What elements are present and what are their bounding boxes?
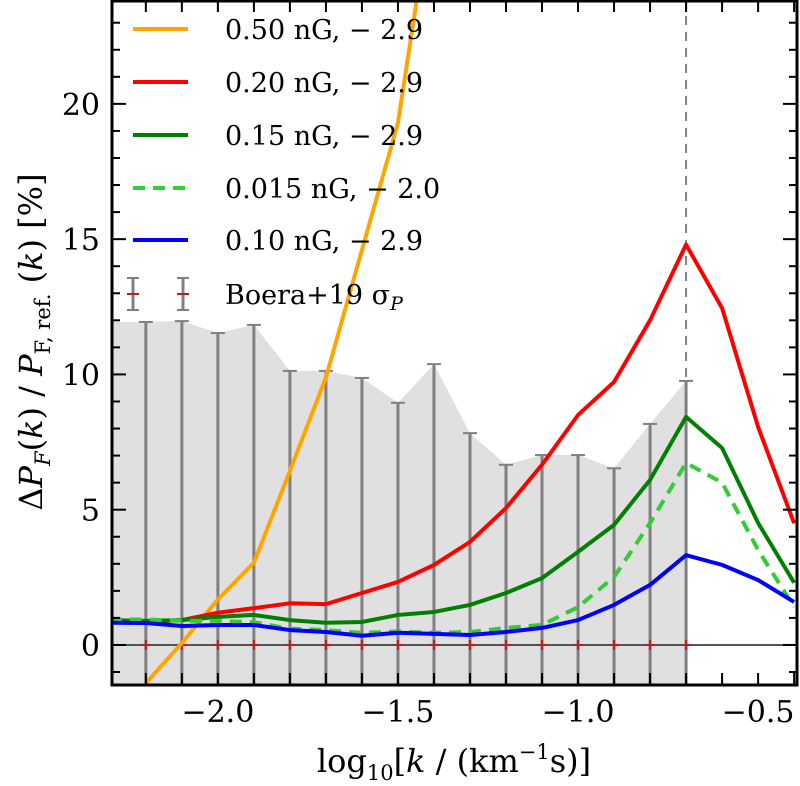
legend: 0.50 nG, − 2.9 0.20 nG, − 2.9 0.15 nG, − 2…	[127, 15, 440, 315]
legend-item: 0.015 nG, − 2.0	[133, 174, 440, 205]
axis-label-part: P	[12, 354, 50, 377]
x-tick-label: −1.5	[362, 695, 435, 730]
legend-label: 0.15 nG, − 2.9	[225, 121, 423, 152]
legend-label: 0.20 nG, − 2.9	[225, 68, 423, 99]
axis-label-part: k	[12, 251, 50, 270]
y-tick-label: 20	[62, 88, 100, 123]
legend-label: 0.015 nG, − 2.0	[225, 174, 440, 205]
y-tick-label: 15	[62, 223, 100, 258]
x-axis-label: log10[k / (km−1s)]	[317, 740, 591, 785]
y-tick-label: 5	[81, 494, 100, 529]
legend-item: 0.15 nG, − 2.9	[133, 121, 423, 152]
legend-label: 0.10 nG, − 2.9	[225, 226, 423, 257]
legend-item: 0.20 nG, − 2.9	[133, 68, 423, 99]
y-axis-label: ΔPF(k) / PF, ref. (k) [%]	[12, 173, 55, 510]
axes: −2.0 −1.5 −1.0 −0.5 0 5 10 15 20	[62, 0, 799, 730]
legend-item: Boera+19 σP	[127, 277, 404, 315]
error-bar	[282, 369, 297, 685]
legend-label: 0.50 nG, − 2.9	[225, 15, 423, 46]
y-tick-label: 0	[81, 629, 100, 664]
legend-item: 0.50 nG, − 2.9	[133, 15, 423, 46]
error-bar	[390, 401, 405, 685]
axis-label-part: log	[317, 742, 367, 780]
series-line-3	[112, 460, 796, 635]
axis-label-part: ) /	[12, 376, 50, 420]
x-tick-label: −1.0	[542, 695, 615, 730]
plot-area	[112, 0, 797, 685]
legend-label-subscript: P	[389, 293, 404, 315]
axis-label-part: F, ref.	[31, 294, 55, 355]
x-tick-label: −0.5	[722, 695, 795, 730]
axis-label-part: / (km	[425, 742, 518, 780]
axis-label-part: (	[12, 271, 50, 294]
legend-label: Boera+19 σP	[225, 280, 404, 315]
axis-label-part: 10	[367, 761, 394, 785]
series-line-0	[144, 0, 419, 685]
legend-item: 0.10 nG, − 2.9	[133, 226, 423, 257]
series-line-4	[112, 553, 796, 638]
x-tick-label: −2.0	[181, 695, 254, 730]
axis-label-part: k	[12, 419, 50, 438]
axis-label-part: F	[31, 450, 55, 467]
series-line-1	[112, 242, 796, 625]
axis-label-part: k	[406, 742, 425, 780]
axis-label-part: P	[12, 465, 50, 488]
axis-label-part: −1	[519, 740, 550, 764]
axis-label-part: Δ	[12, 487, 50, 510]
series-line-2	[112, 414, 796, 625]
error-bar	[679, 379, 694, 685]
axis-label-part: s)]	[550, 742, 591, 780]
axis-label-part: [	[394, 742, 406, 780]
axis-label-part: (	[12, 439, 50, 451]
plot-frame	[110, 0, 799, 687]
axis-label-part: ) [%]	[12, 173, 50, 251]
y-tick-label: 10	[62, 358, 100, 393]
